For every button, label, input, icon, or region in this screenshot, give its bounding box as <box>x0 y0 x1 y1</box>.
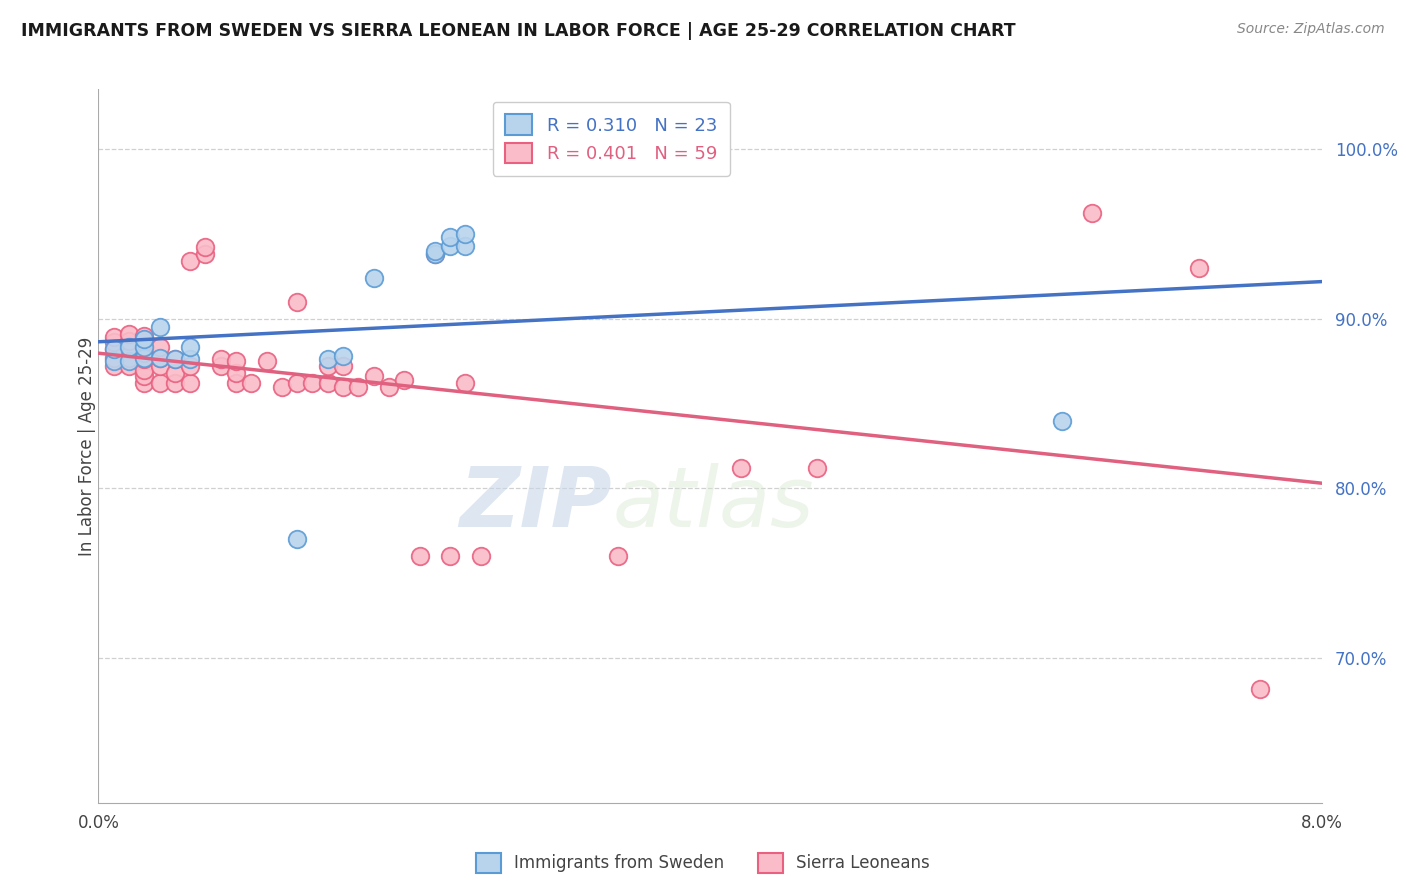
Point <box>1081 206 1104 220</box>
Point <box>134 351 156 365</box>
Text: IMMIGRANTS FROM SWEDEN VS SIERRA LEONEAN IN LABOR FORCE | AGE 25-29 CORRELATION : IMMIGRANTS FROM SWEDEN VS SIERRA LEONEAN… <box>21 22 1015 40</box>
Point <box>225 376 247 391</box>
Legend: Immigrants from Sweden, Sierra Leoneans: Immigrants from Sweden, Sierra Leoneans <box>470 847 936 880</box>
Point <box>439 549 461 564</box>
Point <box>134 369 156 384</box>
Point <box>209 352 232 367</box>
Point <box>118 334 141 348</box>
Point <box>301 376 323 391</box>
Point <box>179 359 201 373</box>
Point <box>332 349 354 363</box>
Point <box>209 359 232 373</box>
Point <box>163 366 186 380</box>
Point <box>103 354 125 368</box>
Point <box>179 341 201 355</box>
Text: atlas: atlas <box>612 463 814 543</box>
Point <box>149 320 172 334</box>
Point <box>103 351 125 365</box>
Point <box>134 341 156 355</box>
Point <box>1050 413 1073 427</box>
Point <box>103 342 125 356</box>
Point <box>285 376 308 391</box>
Point <box>118 341 141 355</box>
Point <box>454 227 477 241</box>
Point <box>179 253 201 268</box>
Point <box>332 379 354 393</box>
Point <box>163 352 186 367</box>
Point <box>194 247 217 261</box>
Point <box>1249 681 1271 696</box>
Point <box>134 352 156 367</box>
Point <box>423 244 446 258</box>
Point <box>134 328 156 343</box>
Point <box>149 351 172 365</box>
Point <box>316 359 339 373</box>
Point <box>118 351 141 365</box>
Point <box>363 369 385 384</box>
Point <box>134 332 156 346</box>
Point <box>1188 260 1211 275</box>
Point <box>392 373 416 387</box>
Point <box>149 351 172 365</box>
Point <box>225 366 247 380</box>
Point <box>270 379 294 393</box>
Point <box>103 342 125 356</box>
Point <box>316 352 339 367</box>
Point <box>439 238 461 252</box>
Point <box>806 461 828 475</box>
Point <box>103 330 125 344</box>
Point <box>363 270 385 285</box>
Point <box>103 359 125 373</box>
Point <box>285 294 308 309</box>
Text: ZIP: ZIP <box>460 463 612 543</box>
Point <box>607 549 630 564</box>
Point <box>134 345 156 359</box>
Point <box>439 230 461 244</box>
Point <box>118 342 141 356</box>
Legend: R = 0.310   N = 23, R = 0.401   N = 59: R = 0.310 N = 23, R = 0.401 N = 59 <box>492 102 730 176</box>
Text: Source: ZipAtlas.com: Source: ZipAtlas.com <box>1237 22 1385 37</box>
Point <box>423 247 446 261</box>
Point <box>179 352 201 367</box>
Point <box>240 376 263 391</box>
Point <box>134 376 156 391</box>
Point <box>408 549 430 564</box>
Point <box>347 379 370 393</box>
Point <box>378 379 401 393</box>
Point <box>332 359 354 373</box>
Point <box>118 326 141 341</box>
Point <box>163 352 186 367</box>
Point <box>285 533 308 547</box>
Point <box>454 376 477 391</box>
Point <box>730 461 752 475</box>
Point <box>149 376 172 391</box>
Point <box>118 359 141 373</box>
Point <box>316 376 339 391</box>
Point <box>454 238 477 252</box>
Point <box>134 362 156 376</box>
Point <box>149 359 172 373</box>
Point <box>470 549 492 564</box>
Point <box>194 240 217 254</box>
Point <box>118 354 141 368</box>
Y-axis label: In Labor Force | Age 25-29: In Labor Force | Age 25-29 <box>79 336 96 556</box>
Point <box>163 376 186 391</box>
Point <box>134 335 156 350</box>
Point <box>256 354 278 368</box>
Point <box>423 247 446 261</box>
Point <box>225 354 247 368</box>
Point <box>103 335 125 350</box>
Point <box>149 341 172 355</box>
Point <box>179 376 201 391</box>
